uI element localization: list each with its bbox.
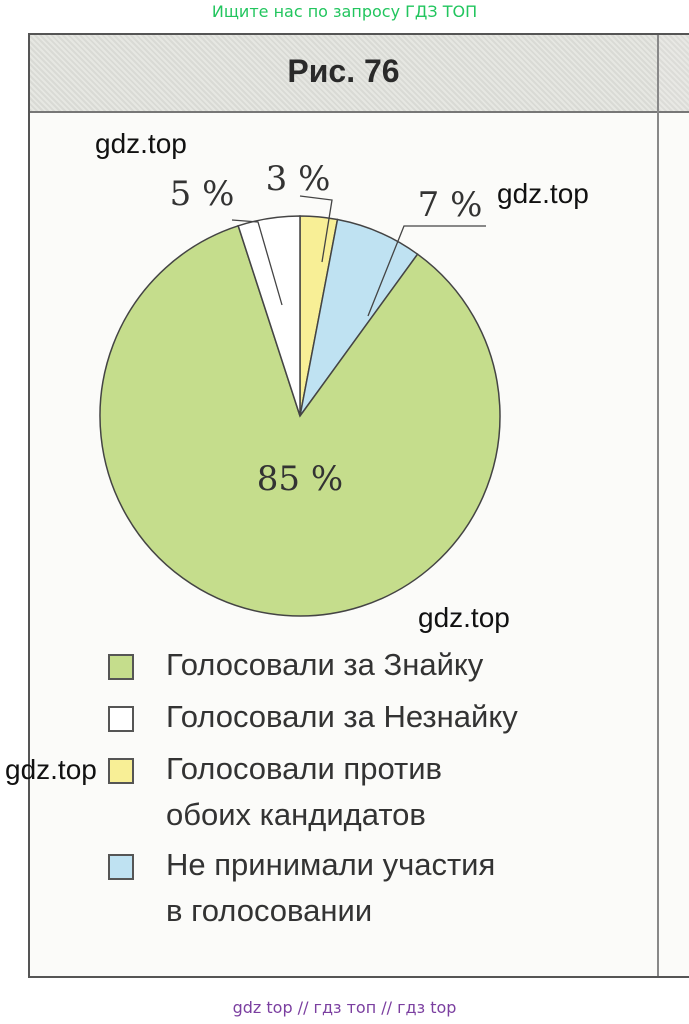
watermark: gdz.top: [95, 128, 187, 159]
legend-swatch: [108, 758, 134, 784]
legend-label: Голосовали против обоих кандидатов: [166, 751, 442, 832]
slice-value-label: 3 %: [266, 159, 331, 199]
pie-slice: [237, 215, 301, 417]
legend-swatch: [108, 654, 134, 680]
watermark: gdz.top: [497, 178, 589, 209]
legend-label: Голосовали за Незнайку: [166, 699, 518, 734]
watermark: gdz.top: [5, 754, 97, 785]
title-bar: Рис. 76: [30, 35, 657, 113]
figure-title: Рис. 76: [287, 53, 400, 89]
leader-line: [367, 225, 486, 317]
watermark: gdz.top: [418, 602, 510, 633]
legend-label: Не принимали участия в голосовании: [166, 847, 496, 928]
top-banner: Ищите нас по запросу ГДЗ ТОП: [211, 2, 478, 21]
pie-slice: [99, 224, 501, 617]
footer: gdz top // гдз топ // гдз top: [232, 998, 457, 1017]
leader-line: [299, 195, 333, 263]
slice-value-label: 7 %: [418, 185, 483, 225]
legend-swatch: [108, 854, 134, 880]
legend-label: Голосовали за Знайку: [166, 647, 484, 682]
slice-value-label: 5 %: [170, 174, 235, 214]
legend-swatch: [108, 706, 134, 732]
slice-value-label: 85 %: [257, 459, 343, 499]
leader-line: [231, 219, 283, 306]
right-column: [657, 35, 689, 976]
